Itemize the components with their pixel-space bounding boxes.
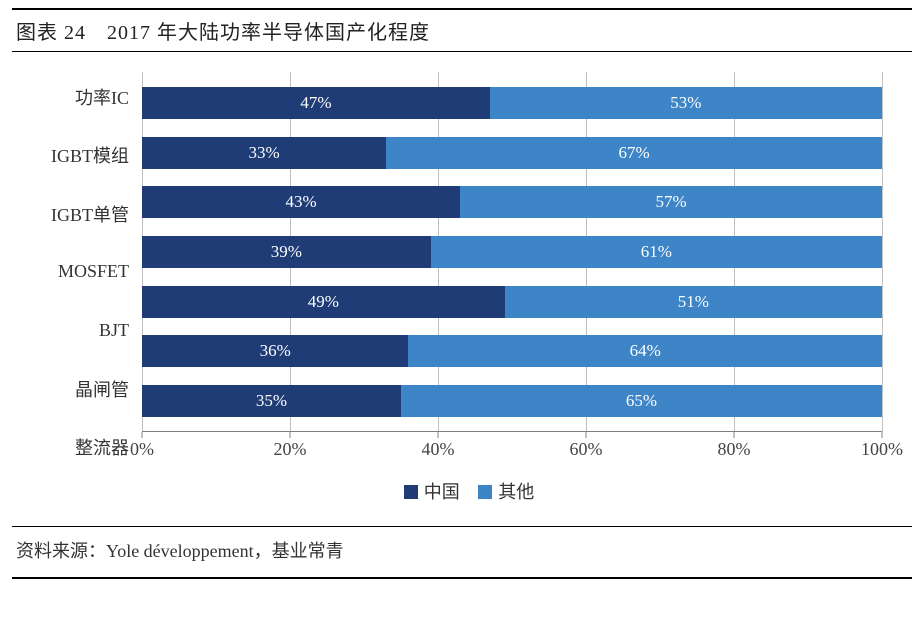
- legend: 中国 其他: [42, 478, 882, 504]
- x-tick-mark: [142, 432, 143, 438]
- bar-row: 35%65%: [142, 385, 882, 417]
- title-row: 图表 24 2017 年大陆功率半导体国产化程度: [12, 8, 912, 52]
- x-tick-label: 0%: [130, 439, 154, 460]
- bar-segment-china: 39%: [142, 236, 431, 268]
- bar-segment-other: 51%: [505, 286, 882, 318]
- bar-row: 36%64%: [142, 335, 882, 367]
- bar-segment-other: 64%: [408, 335, 882, 367]
- chart-title: 图表 24 2017 年大陆功率半导体国产化程度: [16, 22, 430, 44]
- x-tick-label: 80%: [718, 439, 751, 460]
- bar-segment-other: 57%: [460, 186, 882, 218]
- bar-segment-china: 33%: [142, 137, 386, 169]
- bar-row: 47%53%: [142, 87, 882, 119]
- x-tick-mark: [734, 432, 735, 438]
- category-label: 晶闸管: [12, 373, 137, 405]
- legend-label-other: 其他: [498, 482, 534, 502]
- x-tick-mark: [882, 432, 883, 438]
- bar-row: 33%67%: [142, 137, 882, 169]
- bar-segment-other: 53%: [490, 87, 882, 119]
- bar-segment-china: 35%: [142, 385, 401, 417]
- x-tick-label: 100%: [861, 439, 903, 460]
- bars: 47%53%33%67%43%57%39%61%49%51%36%64%35%6…: [142, 72, 882, 432]
- plot-area: 47%53%33%67%43%57%39%61%49%51%36%64%35%6…: [142, 72, 882, 472]
- legend-label-china: 中国: [424, 482, 460, 502]
- bar-row: 43%57%: [142, 186, 882, 218]
- x-tick-label: 40%: [422, 439, 455, 460]
- bar-segment-other: 61%: [431, 236, 882, 268]
- legend-swatch-china: [404, 485, 418, 499]
- bar-segment-china: 49%: [142, 286, 505, 318]
- bar-segment-other: 65%: [401, 385, 882, 417]
- gridline: [882, 72, 883, 432]
- category-labels: 功率IC IGBT模组 IGBT单管 MOSFET BJT 晶闸管整流器: [12, 62, 137, 482]
- bar-segment-other: 67%: [386, 137, 882, 169]
- x-tick-mark: [438, 432, 439, 438]
- category-label: IGBT模组: [12, 139, 137, 171]
- legend-swatch-other: [478, 485, 492, 499]
- category-label: MOSFET: [12, 256, 137, 288]
- x-tick-mark: [586, 432, 587, 438]
- category-label: 整流器: [12, 431, 137, 463]
- plot-wrap: 功率IC IGBT模组 IGBT单管 MOSFET BJT 晶闸管整流器 47%53% 33…: [12, 62, 912, 522]
- x-axis-line: [142, 431, 882, 432]
- x-tick-mark: [290, 432, 291, 438]
- figure-container: 图表 24 2017 年大陆功率半导体国产化程度 功率IC IGBT模组 IGBT单…: [0, 0, 924, 620]
- bar-segment-china: 43%: [142, 186, 460, 218]
- category-label: 功率IC: [12, 81, 137, 113]
- category-label: IGBT单管: [12, 198, 137, 230]
- x-tick-label: 20%: [274, 439, 307, 460]
- source-text: 资料来源：Yole développement，基业常青: [16, 541, 344, 561]
- x-tick-label: 60%: [570, 439, 603, 460]
- bar-segment-china: 36%: [142, 335, 408, 367]
- bar-row: 39%61%: [142, 236, 882, 268]
- bar-row: 49%51%: [142, 286, 882, 318]
- category-label: BJT: [12, 314, 137, 346]
- source-row: 资料来源：Yole développement，基业常青: [12, 526, 912, 579]
- bar-segment-china: 47%: [142, 87, 490, 119]
